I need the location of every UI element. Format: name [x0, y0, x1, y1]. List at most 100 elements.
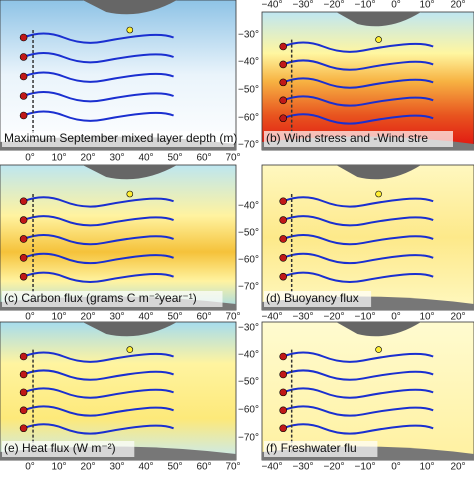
- y-tick-label: −60°: [238, 255, 259, 266]
- float-marker: [19, 111, 28, 120]
- float-marker: [19, 92, 28, 100]
- land: [82, 0, 177, 15]
- x-tick-label: 50°: [167, 312, 182, 323]
- x-tick-label: 40°: [138, 462, 153, 473]
- y-tick-label: −60°: [238, 405, 259, 416]
- y-tick-label: −50°: [238, 377, 259, 388]
- float-marker: [279, 253, 288, 262]
- float-track: [282, 95, 434, 107]
- caption-box: [2, 291, 223, 307]
- float-marker: [279, 96, 288, 105]
- x-tick-label: 60°: [196, 153, 211, 164]
- y-tick-label: −40°: [238, 201, 259, 212]
- x-tick-label: 70°: [225, 312, 240, 323]
- float-track: [23, 196, 174, 208]
- panel-caption: Maximum September mixed layer depth (m): [4, 131, 237, 145]
- float-marker: [375, 346, 382, 353]
- x-tick-label: 20°: [80, 462, 95, 473]
- panel: (f) Freshwater flu −40° −30° −20° −10° 0° 10° 2…: [238, 321, 474, 473]
- panel: (d) Buoyancy flux −40° −30° −20° −10° 0° 10° 20…: [238, 164, 474, 323]
- x-tick-label: −40°: [262, 0, 283, 11]
- panel: (e) Heat flux (W m⁻²) 0° 10° 20° 30° 40° 50° 60…: [0, 321, 241, 473]
- x-tick-label: 10°: [51, 312, 66, 323]
- float-track: [23, 405, 174, 417]
- x-tick-label: −10°: [355, 0, 376, 11]
- x-tick-label: −40°: [262, 312, 283, 323]
- x-tick-label: 40°: [138, 312, 153, 323]
- float-marker: [279, 78, 288, 87]
- float-marker: [19, 272, 28, 281]
- x-tick-label: 20°: [450, 312, 465, 323]
- land: [336, 165, 421, 180]
- float-marker: [279, 216, 288, 224]
- panel: (b) Wind stress and -Wind stre −40° −30° −2…: [238, 0, 474, 151]
- y-tick-label: −70°: [238, 140, 259, 151]
- x-tick-label: 30°: [109, 153, 124, 164]
- float-marker: [279, 114, 288, 123]
- float-marker: [126, 190, 134, 198]
- float-marker: [19, 72, 28, 81]
- x-tick-label: −30°: [293, 0, 314, 11]
- float-marker: [19, 33, 28, 42]
- float-track: [282, 252, 434, 265]
- x-tick-label: −20°: [324, 462, 345, 473]
- x-tick-label: 20°: [450, 0, 465, 11]
- float-marker: [19, 216, 28, 224]
- float-marker: [19, 406, 28, 415]
- x-tick-label: 0°: [25, 153, 35, 164]
- float-marker: [375, 36, 382, 43]
- float-track: [23, 351, 174, 363]
- caption-box: [264, 131, 453, 147]
- float-marker: [279, 352, 288, 361]
- float-marker: [279, 60, 288, 69]
- float-track: [282, 351, 434, 363]
- panel: Maximum September mixed layer depth (m) 0…: [0, 0, 241, 164]
- float-marker: [279, 406, 288, 415]
- float-marker: [279, 272, 288, 281]
- x-tick-label: 10°: [419, 462, 434, 473]
- float-track: [282, 387, 434, 399]
- x-tick-label: 60°: [196, 462, 211, 473]
- x-tick-label: −40°: [262, 462, 283, 473]
- float-track: [282, 271, 434, 283]
- float-marker: [19, 197, 28, 206]
- x-tick-label: 30°: [109, 312, 124, 323]
- float-track: [282, 405, 434, 417]
- y-tick-label: −60°: [238, 113, 259, 124]
- y-tick-label: −40°: [238, 350, 259, 361]
- float-track: [282, 113, 434, 125]
- float-track: [23, 233, 174, 246]
- panel-caption: (b) Wind stress and -Wind stre: [266, 131, 428, 145]
- x-tick-label: 70°: [225, 153, 240, 164]
- float-marker: [279, 388, 288, 397]
- map-field: [0, 164, 237, 311]
- float-track: [23, 52, 174, 64]
- float-track: [23, 91, 174, 103]
- x-tick-label: 0°: [391, 462, 401, 473]
- caption-box: [2, 441, 135, 457]
- panel-caption: (c) Carbon flux (grams C m⁻²year⁻¹): [4, 291, 197, 305]
- float-track: [23, 215, 174, 227]
- x-tick-label: 30°: [109, 462, 124, 473]
- float-marker: [126, 346, 134, 353]
- float-marker: [279, 42, 288, 51]
- x-tick-label: 20°: [450, 462, 465, 473]
- land: [82, 165, 177, 180]
- caption-box: [264, 291, 372, 307]
- float-track: [23, 271, 174, 283]
- float-track: [282, 41, 434, 53]
- float-track: [282, 369, 434, 381]
- float-marker: [19, 370, 28, 379]
- x-tick-label: 10°: [419, 0, 434, 11]
- x-tick-label: −10°: [355, 312, 376, 323]
- land: [336, 322, 421, 337]
- float-marker: [279, 197, 288, 206]
- x-tick-label: 0°: [25, 462, 35, 473]
- float-track: [23, 252, 174, 265]
- x-tick-label: 0°: [391, 0, 401, 11]
- float-marker: [19, 53, 28, 61]
- map-field: [261, 164, 474, 311]
- float-marker: [19, 253, 28, 262]
- land: [82, 322, 177, 337]
